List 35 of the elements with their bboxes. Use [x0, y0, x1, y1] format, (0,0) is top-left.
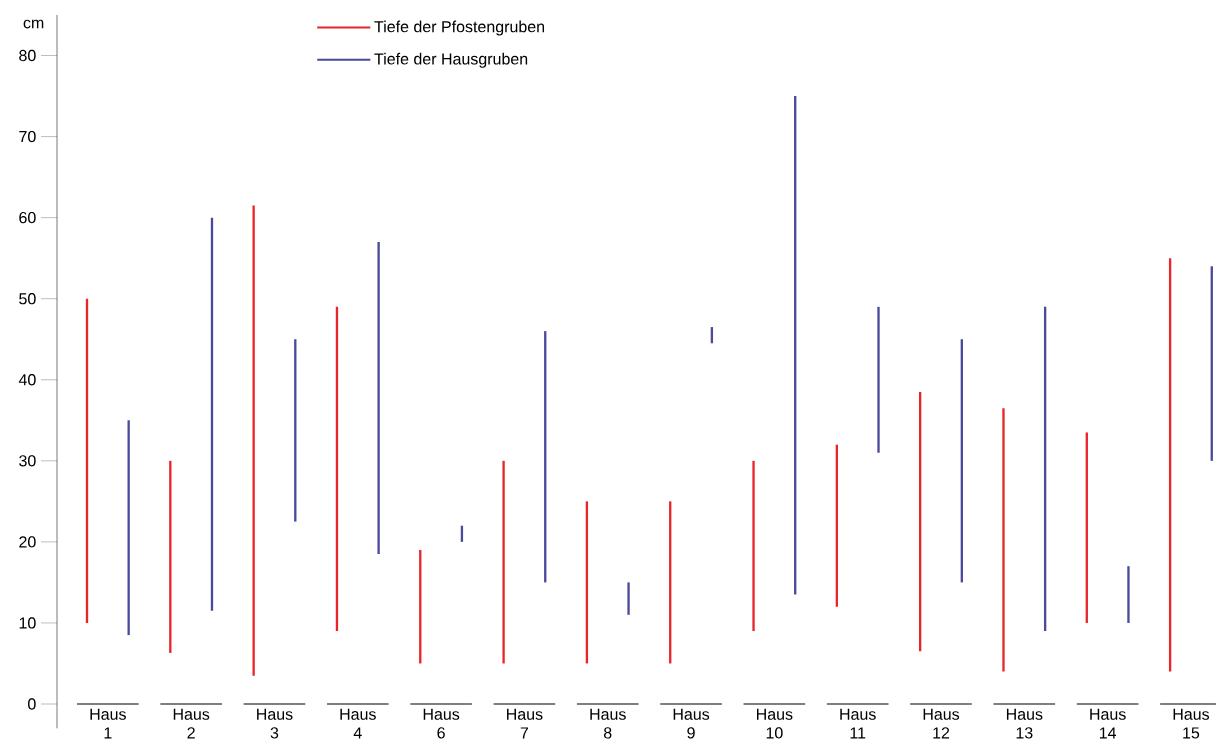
bar	[377, 241, 380, 555]
x-tick-label: Haus 2	[173, 708, 210, 739]
y-tick-label: 60	[19, 211, 36, 224]
bar	[1002, 408, 1005, 672]
bar	[502, 460, 505, 664]
x-tick-label: Haus 11	[840, 708, 876, 739]
y-axis-title: cm	[23, 19, 44, 29]
legend-label: Tiefe der Hausgruben	[374, 52, 528, 68]
x-tick-label: Haus 12	[923, 708, 960, 739]
x-tick-label: Haus 15	[1173, 708, 1210, 739]
y-tick-label: 70	[19, 130, 36, 143]
x-tick-label: Haus 1	[90, 708, 126, 739]
bar	[1127, 566, 1130, 623]
bar	[252, 205, 255, 676]
x-tick-label: Haus 6	[423, 708, 460, 739]
x-tick-label: Haus 4	[340, 708, 376, 739]
y-tick-label: 20	[19, 536, 36, 548]
x-tick-label: Haus 3	[257, 708, 293, 739]
y-tick-label: 10	[19, 617, 36, 629]
y-tick-label: 0	[28, 698, 36, 710]
bar	[627, 582, 630, 615]
x-tick-label: Haus 9	[673, 708, 710, 739]
legend-label: Tiefe der Pfostengruben	[374, 20, 545, 36]
x-tick-label: Haus 7	[507, 708, 543, 739]
x-tick-label: Haus 8	[590, 708, 626, 739]
y-tick-label: 80	[19, 49, 36, 62]
bar	[127, 420, 130, 636]
x-tick-label: Haus 10	[757, 708, 793, 739]
bar	[752, 460, 755, 632]
bar	[877, 306, 880, 453]
x-tick-label: Haus 13	[1006, 708, 1043, 739]
y-tick-label: 40	[18, 374, 36, 386]
x-tick-label: Haus 14	[1090, 708, 1126, 739]
y-tick-label: 30	[19, 455, 36, 467]
y-tick-label: 50	[19, 293, 36, 305]
